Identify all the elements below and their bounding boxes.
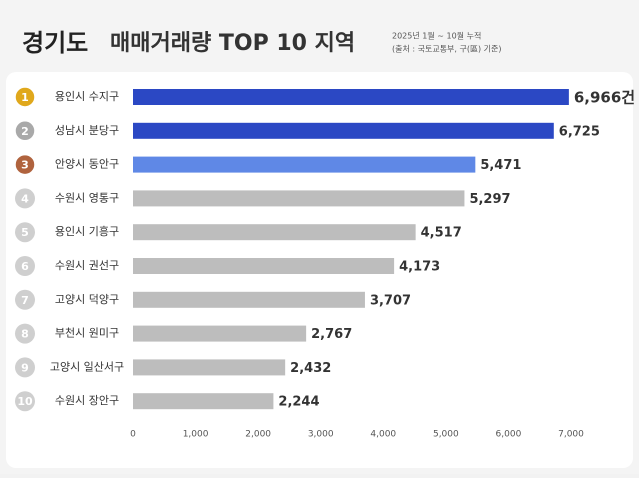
category-label: 부천시 원미구 [55, 326, 119, 340]
rank-badge [14, 120, 36, 142]
rank-badge [15, 357, 35, 378]
value-label: 2,432 [290, 361, 331, 376]
rank-number: 10 [17, 395, 33, 408]
rank-badge [15, 289, 35, 310]
category-label: 수원시 권선구 [55, 259, 119, 272]
rank-badge [15, 323, 35, 344]
bar [133, 156, 476, 173]
rank-number: 3 [21, 159, 29, 172]
rank-number: 9 [21, 361, 29, 374]
rank-number: 6 [21, 260, 29, 273]
bar [133, 291, 365, 308]
rank-number: 2 [21, 125, 29, 138]
rank-number: 5 [21, 226, 29, 239]
rank-number: 1 [21, 91, 29, 104]
chart-title-bold: 경기도 [22, 29, 88, 57]
x-tick-label: 3,000 [308, 430, 334, 440]
value-label: 6,725 [559, 124, 600, 139]
value-label: 2,767 [311, 327, 352, 342]
bar [133, 190, 465, 207]
value-label: 5,471 [480, 158, 521, 173]
x-tick-label: 6,000 [496, 430, 522, 440]
rank-badge [15, 256, 35, 276]
bar [133, 89, 569, 105]
x-tick-label: 4,000 [370, 430, 396, 440]
rank-number: 7 [21, 294, 29, 307]
category-label: 용인시 기흥구 [55, 224, 119, 238]
rank-badge [15, 391, 35, 412]
rank-badge [14, 153, 36, 176]
value-label: 6,966건 [574, 89, 635, 107]
x-tick-label: 5,000 [433, 430, 459, 440]
category-label: 고양시 덕양구 [55, 293, 119, 306]
rank-badge [15, 222, 35, 243]
rank-badge [14, 86, 36, 108]
x-tick-label: 2,000 [245, 430, 271, 440]
bar [133, 122, 554, 139]
bar [133, 224, 416, 241]
x-tick-label: 7,000 [558, 430, 584, 440]
value-label: 2,244 [278, 395, 319, 410]
subtitle: 2025년 1월 ~ 10월 누적 [392, 31, 481, 41]
value-label: 4,517 [421, 226, 462, 241]
x-tick-label: 0 [130, 430, 136, 440]
bar [133, 325, 307, 342]
bar [133, 258, 395, 274]
category-label: 성남시 분당구 [55, 124, 119, 137]
category-label: 안양시 동안구 [55, 158, 119, 171]
value-label: 4,173 [399, 260, 440, 275]
category-label: 수원시 장안구 [55, 394, 119, 407]
category-label: 고양시 일산서구 [50, 359, 124, 373]
category-label: 용인시 수지구 [55, 90, 119, 103]
rank-number: 8 [21, 328, 29, 341]
bar [133, 359, 286, 376]
value-label: 3,707 [370, 293, 411, 308]
rank-badge [15, 188, 35, 209]
subtitle: (출처 : 국토교통부, 구(區) 기준) [392, 44, 502, 54]
value-label: 5,297 [469, 192, 510, 207]
rank-number: 4 [21, 192, 29, 205]
bar [133, 393, 274, 410]
chart-title: 매매거래량 TOP 10 지역 [110, 31, 355, 56]
x-tick-label: 1,000 [183, 430, 209, 440]
category-label: 수원시 영통구 [55, 191, 119, 204]
